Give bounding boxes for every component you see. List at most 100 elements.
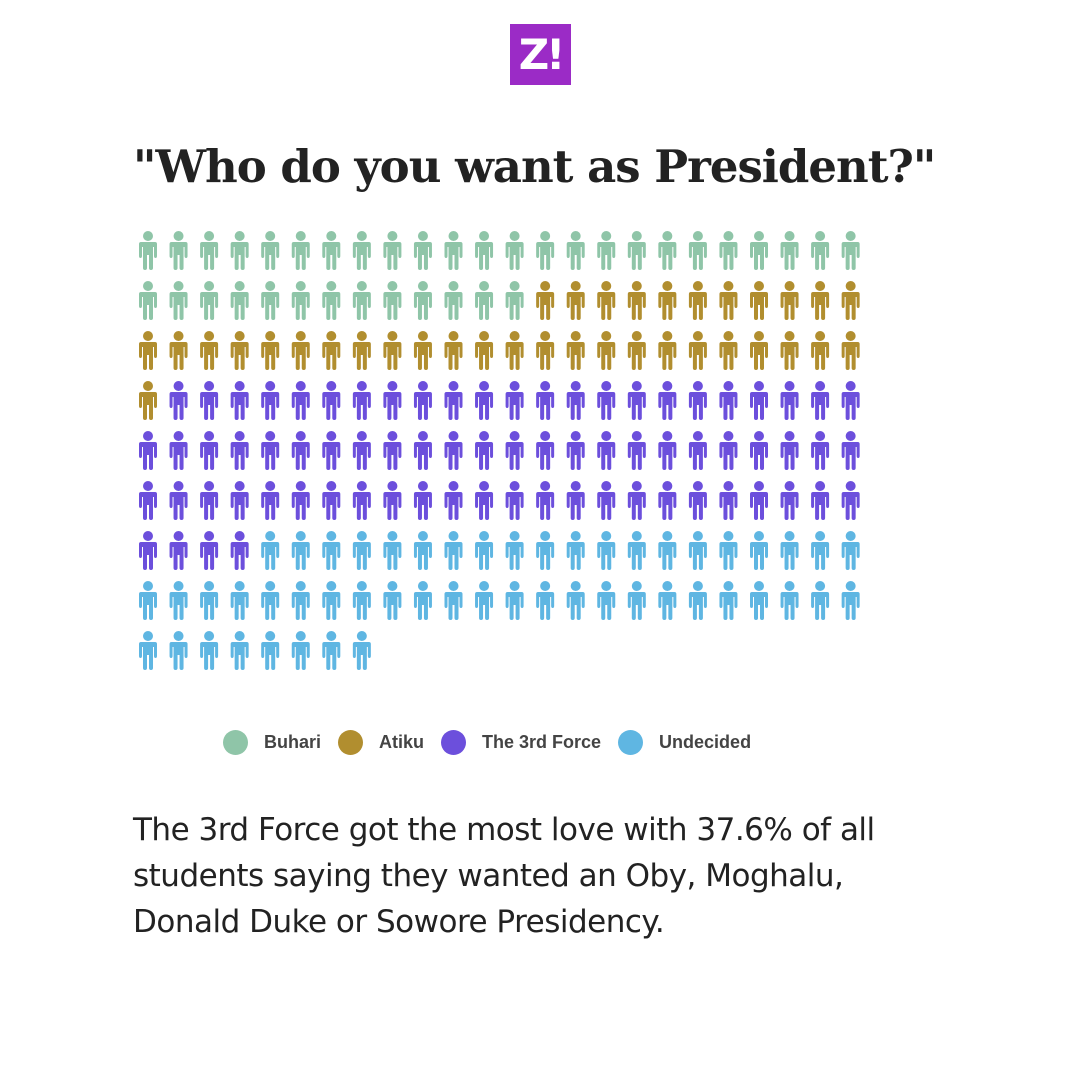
person-icon-the-3rd-force <box>230 481 249 520</box>
person-icon-buhari <box>230 281 249 320</box>
person-icon-the-3rd-force <box>811 481 830 520</box>
person-icon-buhari <box>261 231 280 270</box>
person-icon-undecided <box>688 581 707 620</box>
person-icon-undecided <box>413 531 432 570</box>
person-icon-atiku <box>261 331 280 370</box>
person-icon-buhari <box>352 281 371 320</box>
person-icon-the-3rd-force <box>413 481 432 520</box>
person-icon-the-3rd-force <box>200 531 219 570</box>
person-icon-atiku <box>811 281 830 320</box>
person-icon-buhari <box>841 231 860 270</box>
person-icon-the-3rd-force <box>291 481 310 520</box>
person-icon-atiku <box>536 331 555 370</box>
person-icon-the-3rd-force <box>750 431 768 470</box>
person-icon-the-3rd-force <box>352 481 371 520</box>
person-icon-the-3rd-force <box>352 381 371 420</box>
chart-title: "Who do you want as President?" <box>133 140 936 193</box>
person-icon-the-3rd-force <box>719 431 738 470</box>
person-icon-atiku <box>383 331 402 370</box>
legend: Buhari Atiku The 3rd Force Undecided <box>223 730 768 755</box>
person-icon-buhari <box>475 281 494 320</box>
person-icon-atiku <box>719 331 738 370</box>
person-icon-buhari <box>413 281 432 320</box>
person-icon-atiku <box>597 281 616 320</box>
person-icon-atiku <box>475 331 494 370</box>
person-icon-the-3rd-force <box>597 431 616 470</box>
person-icon-undecided <box>597 581 616 620</box>
legend-swatch <box>223 730 248 755</box>
person-icon-the-3rd-force <box>383 481 402 520</box>
person-icon-buhari <box>475 231 494 270</box>
person-icon-buhari <box>444 281 463 320</box>
person-icon-atiku <box>352 331 371 370</box>
person-icon-the-3rd-force <box>261 431 280 470</box>
person-icon-the-3rd-force <box>169 381 188 420</box>
person-icon-undecided <box>322 581 341 620</box>
person-icon-the-3rd-force <box>322 381 341 420</box>
person-icon-buhari <box>505 231 524 270</box>
person-icon-undecided <box>475 581 494 620</box>
person-icon-atiku <box>230 331 249 370</box>
person-icon-buhari <box>627 231 646 270</box>
person-icon-undecided <box>627 581 646 620</box>
person-icon-atiku <box>750 331 768 370</box>
person-icon-buhari <box>169 281 188 320</box>
person-icon-the-3rd-force <box>475 481 494 520</box>
person-icon-buhari <box>597 231 616 270</box>
person-icon-atiku <box>627 331 646 370</box>
person-icon-undecided <box>505 581 524 620</box>
person-icon-atiku <box>658 331 677 370</box>
person-icon-atiku <box>444 331 463 370</box>
person-icon-buhari <box>688 231 707 270</box>
person-icon-atiku <box>841 281 860 320</box>
person-icon-the-3rd-force <box>505 481 524 520</box>
person-icon-the-3rd-force <box>841 431 860 470</box>
person-icon-the-3rd-force <box>627 431 646 470</box>
person-icon-undecided <box>230 631 249 670</box>
person-icon-atiku <box>780 281 799 320</box>
person-icon-the-3rd-force <box>200 431 219 470</box>
person-icon-undecided <box>291 531 310 570</box>
person-icon-the-3rd-force <box>566 431 585 470</box>
person-icon-buhari <box>750 231 768 270</box>
person-icon-atiku <box>627 281 646 320</box>
person-icon-atiku <box>811 331 830 370</box>
person-icon-the-3rd-force <box>291 431 310 470</box>
person-icon-undecided <box>139 631 157 670</box>
person-icon-the-3rd-force <box>444 431 463 470</box>
person-icon-atiku <box>139 381 157 420</box>
person-icon-buhari <box>291 281 310 320</box>
person-icon-undecided <box>169 581 188 620</box>
person-icon-buhari <box>383 281 402 320</box>
person-icon-the-3rd-force <box>688 431 707 470</box>
person-icon-the-3rd-force <box>413 381 432 420</box>
person-icon-atiku <box>566 331 585 370</box>
person-icon-undecided <box>291 581 310 620</box>
person-icon-undecided <box>811 531 830 570</box>
person-icon-the-3rd-force <box>230 381 249 420</box>
person-icon-undecided <box>200 631 219 670</box>
person-icon-undecided <box>597 531 616 570</box>
person-icon-the-3rd-force <box>566 381 585 420</box>
person-icon-the-3rd-force <box>750 381 768 420</box>
person-icon-the-3rd-force <box>139 431 157 470</box>
person-icon-undecided <box>261 631 280 670</box>
person-icon-the-3rd-force <box>811 381 830 420</box>
person-icon-the-3rd-force <box>841 481 860 520</box>
person-icon-the-3rd-force <box>719 481 738 520</box>
person-icon-atiku <box>322 331 341 370</box>
person-icon-undecided <box>383 531 402 570</box>
person-icon-the-3rd-force <box>627 381 646 420</box>
person-icon-undecided <box>444 581 463 620</box>
person-icon-undecided <box>566 531 585 570</box>
person-icon-the-3rd-force <box>200 481 219 520</box>
person-icon-undecided <box>139 581 157 620</box>
person-icon-buhari <box>291 231 310 270</box>
person-icon-buhari <box>658 231 677 270</box>
person-icon-undecided <box>383 581 402 620</box>
person-icon-the-3rd-force <box>383 381 402 420</box>
person-icon-the-3rd-force <box>413 431 432 470</box>
person-icon-buhari <box>200 231 219 270</box>
person-icon-undecided <box>261 531 280 570</box>
person-icon-the-3rd-force <box>230 531 249 570</box>
